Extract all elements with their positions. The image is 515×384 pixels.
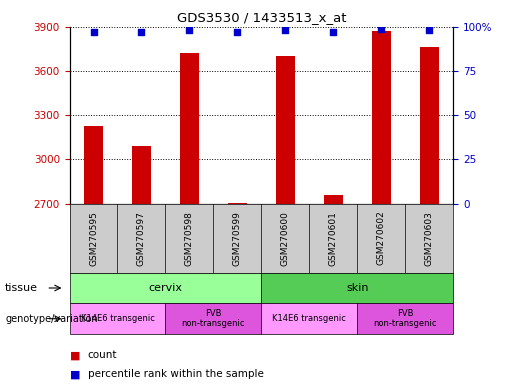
Text: GSM270601: GSM270601 — [329, 211, 338, 265]
Point — [233, 29, 242, 35]
Text: GSM270597: GSM270597 — [137, 211, 146, 265]
Text: skin: skin — [346, 283, 369, 293]
Bar — [324, 195, 343, 204]
Text: count: count — [88, 350, 117, 360]
Text: FVB
non-transgenic: FVB non-transgenic — [182, 309, 245, 328]
Bar — [70, 273, 261, 303]
Text: cervix: cervix — [148, 283, 182, 293]
Bar — [357, 303, 453, 334]
Point — [138, 29, 146, 35]
Bar — [70, 303, 165, 334]
Point — [90, 29, 98, 35]
Bar — [180, 53, 199, 204]
Text: tissue: tissue — [5, 283, 38, 293]
Bar — [165, 303, 261, 334]
Text: K14E6 transgenic: K14E6 transgenic — [272, 314, 346, 323]
Bar — [261, 273, 453, 303]
Text: genotype/variation: genotype/variation — [5, 314, 98, 324]
Bar — [228, 203, 247, 204]
Bar — [84, 126, 103, 204]
Text: GSM270598: GSM270598 — [185, 211, 194, 265]
Bar — [372, 31, 391, 204]
Text: K14E6 transgenic: K14E6 transgenic — [80, 314, 154, 323]
Text: GSM270600: GSM270600 — [281, 211, 290, 265]
Point — [425, 27, 433, 33]
Text: GSM270602: GSM270602 — [377, 211, 386, 265]
Point — [377, 26, 385, 32]
Bar — [132, 146, 151, 204]
Point — [329, 29, 337, 35]
Point — [281, 27, 289, 33]
Text: ■: ■ — [70, 369, 80, 379]
Text: GSM270603: GSM270603 — [425, 211, 434, 265]
Bar — [420, 48, 439, 204]
Text: ■: ■ — [70, 350, 80, 360]
Text: percentile rank within the sample: percentile rank within the sample — [88, 369, 264, 379]
Text: FVB
non-transgenic: FVB non-transgenic — [373, 309, 437, 328]
Text: GSM270599: GSM270599 — [233, 211, 242, 265]
Bar — [261, 303, 357, 334]
Text: GSM270595: GSM270595 — [89, 211, 98, 265]
Bar — [276, 56, 295, 204]
Point — [185, 27, 194, 33]
Title: GDS3530 / 1433513_x_at: GDS3530 / 1433513_x_at — [177, 11, 346, 24]
